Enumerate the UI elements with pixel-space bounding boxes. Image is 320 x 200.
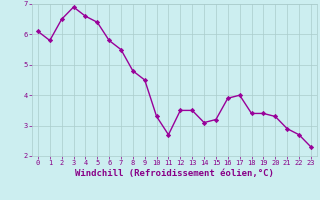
X-axis label: Windchill (Refroidissement éolien,°C): Windchill (Refroidissement éolien,°C)	[75, 169, 274, 178]
